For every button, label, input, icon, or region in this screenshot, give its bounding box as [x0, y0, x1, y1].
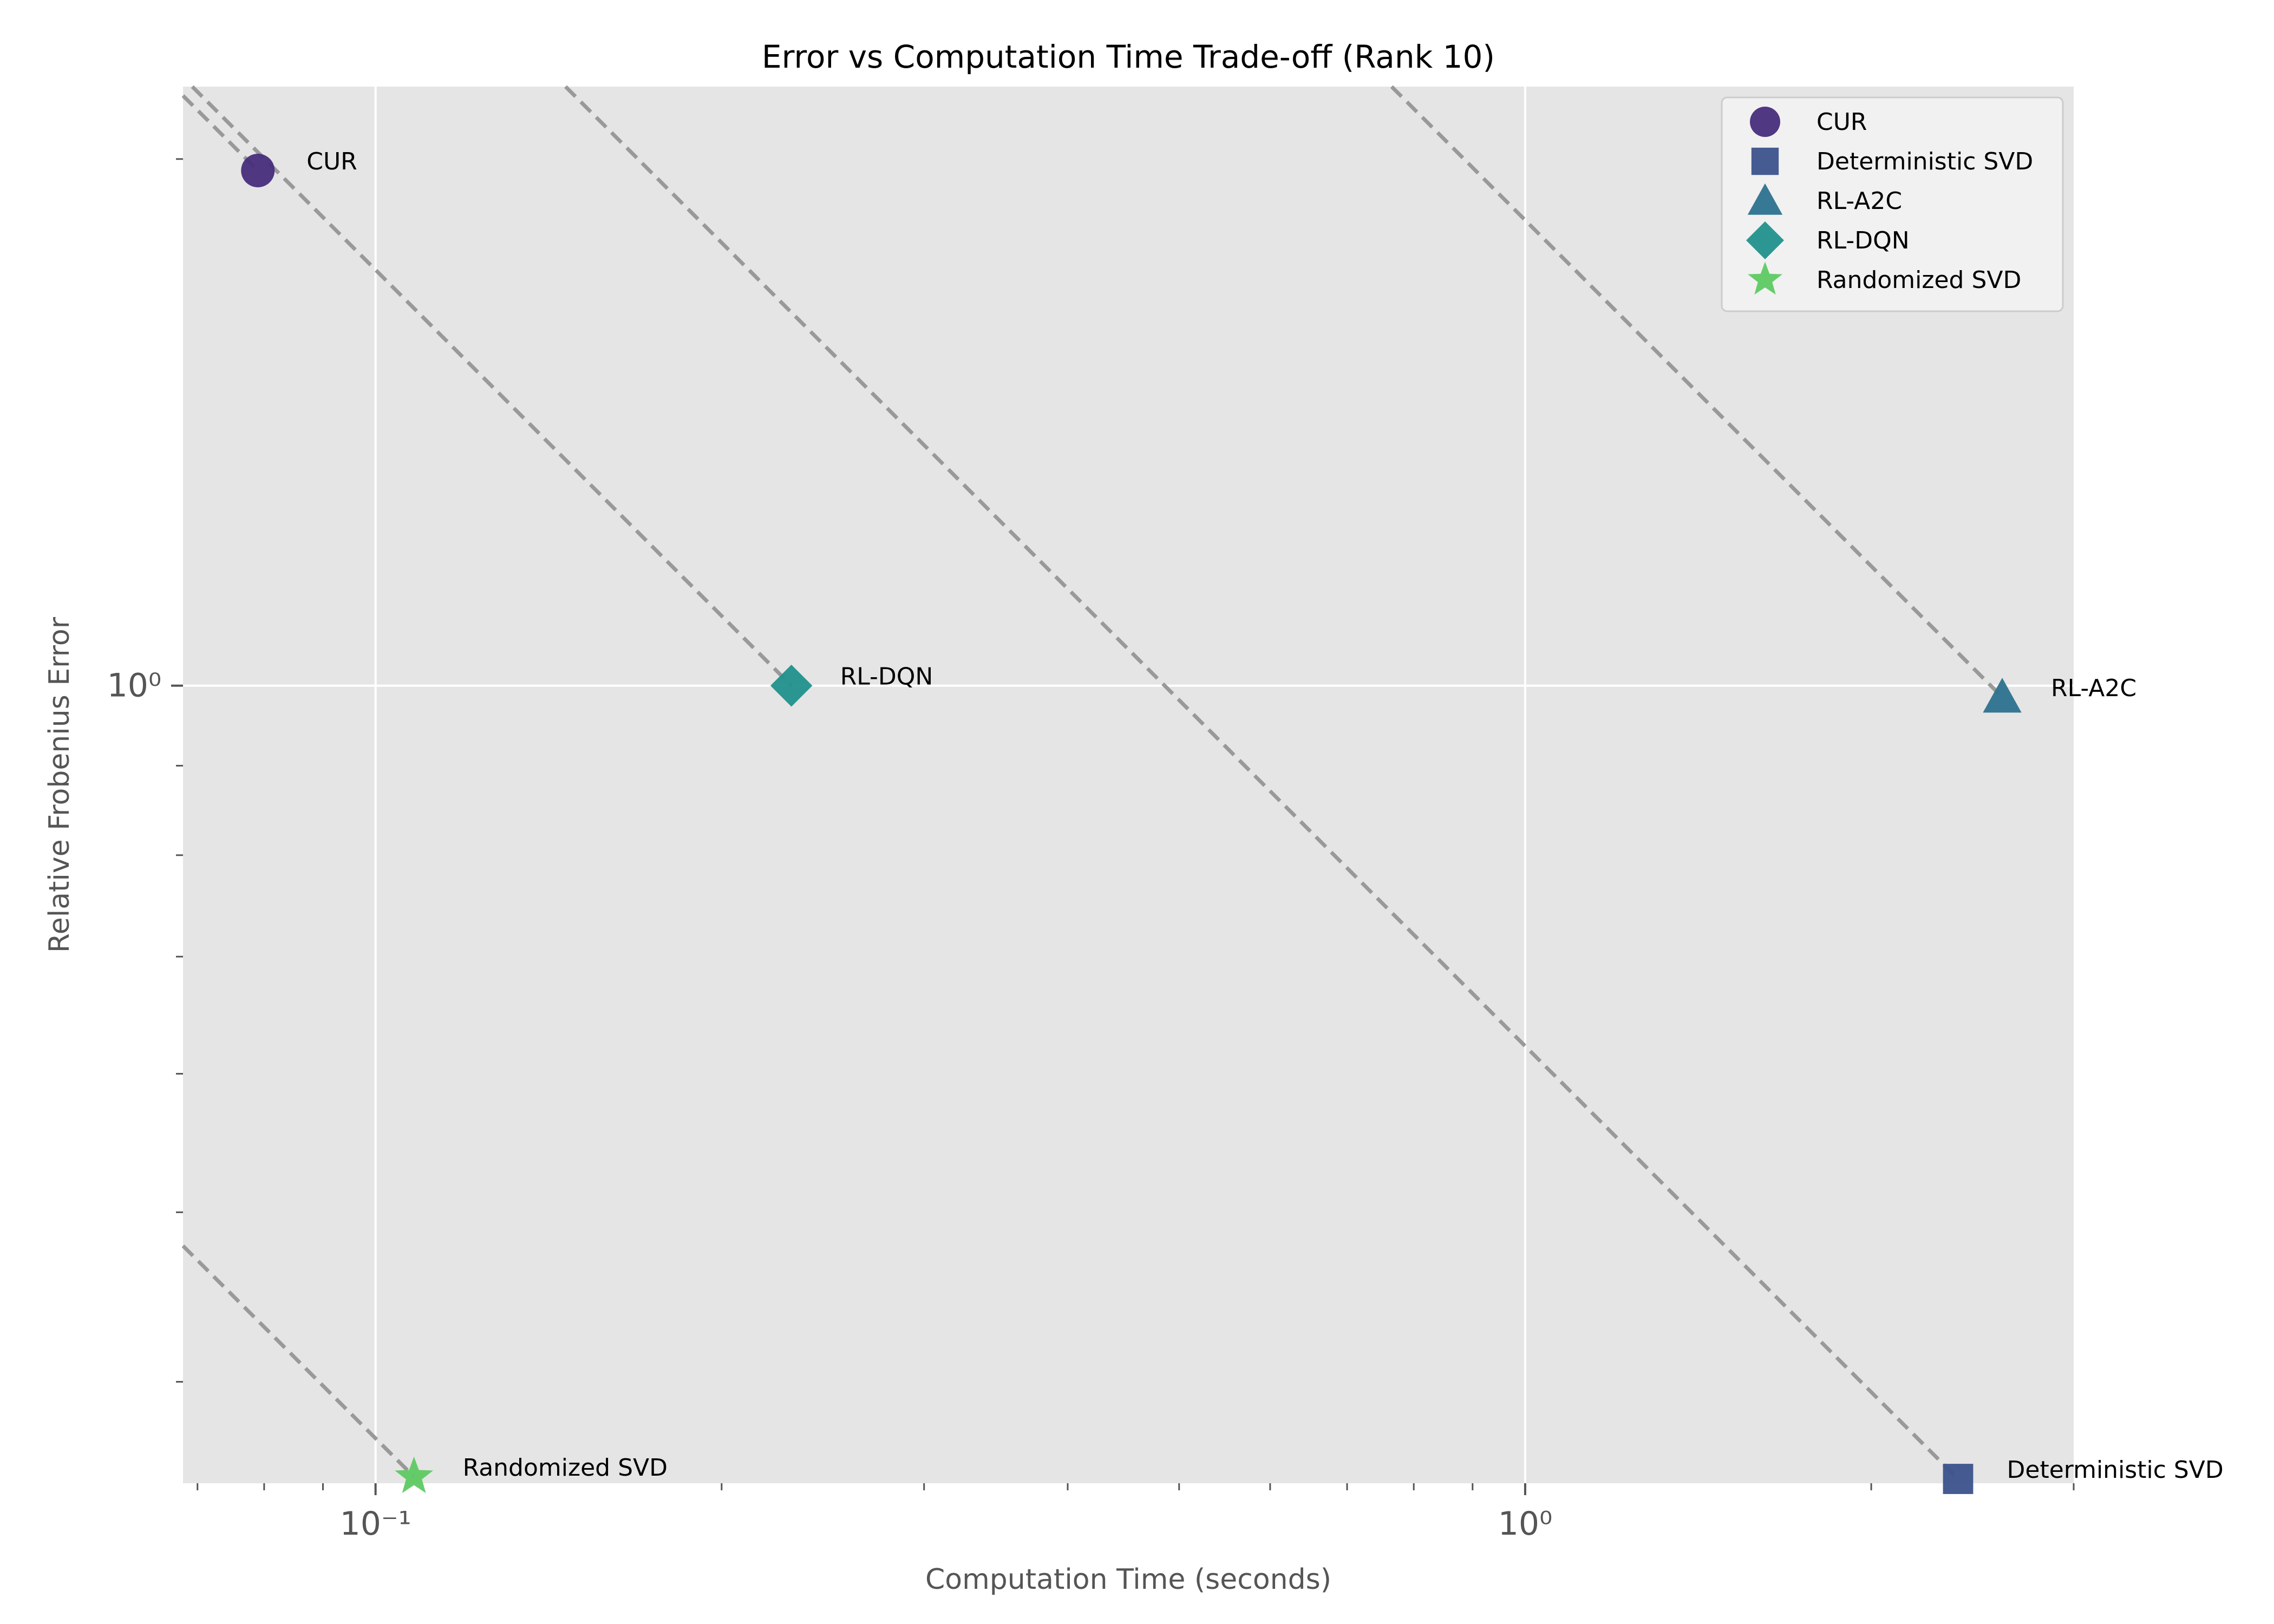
- trend-line: [181, 94, 259, 172]
- plot-area: [183, 87, 2074, 1483]
- legend: CUR Deterministic SVD RL-A2C RL-DQN Randomiz…: [1721, 96, 2064, 312]
- legend-marker-triangle: [1747, 183, 1783, 215]
- data-point-star: [395, 1456, 433, 1494]
- legend-marker-star: [1748, 261, 1782, 295]
- chart-title: Error vs Computation Time Trade-off (Ran…: [762, 38, 1495, 75]
- trend-line: [191, 85, 793, 687]
- legend-entry-label: Randomized SVD: [1816, 266, 2021, 294]
- axis-ticks: 10⁻¹ 10⁰ 10⁰: [107, 158, 2075, 1543]
- y-tick-label: 10⁰: [107, 667, 161, 705]
- data-point-triangle: [1983, 678, 2022, 713]
- trend-lines: [181, 85, 2004, 1481]
- x-tick-label: 10⁰: [1498, 1505, 1552, 1543]
- point-label: Randomized SVD: [463, 1454, 668, 1482]
- point-label: Deterministic SVD: [2007, 1456, 2224, 1484]
- data-point-square: [1943, 1464, 1974, 1494]
- x-axis-label: Computation Time (seconds): [925, 1563, 1331, 1596]
- point-label: RL-DQN: [840, 663, 933, 691]
- trend-line: [1390, 85, 2004, 699]
- trend-line: [181, 1244, 416, 1478]
- y-axis-label: Relative Frobenius Error: [43, 617, 76, 953]
- trend-line: [564, 85, 1959, 1481]
- legend-marker-diamond: [1746, 221, 1784, 259]
- point-label: RL-A2C: [2051, 675, 2136, 702]
- data-point-diamond: [770, 664, 813, 707]
- legend-entry-label: CUR: [1816, 108, 1867, 136]
- grid-lines: [183, 87, 2074, 1483]
- legend-entry-label: RL-DQN: [1816, 227, 1910, 254]
- data-point-circle: [241, 153, 275, 187]
- legend-box: [1721, 96, 2064, 312]
- legend-marker-circle: [1750, 107, 1780, 137]
- legend-entry-label: Deterministic SVD: [1816, 148, 2033, 175]
- point-label: CUR: [306, 148, 357, 175]
- x-tick-label: 10⁻¹: [340, 1505, 411, 1543]
- data-points: CUR Deterministic SVD RL-A2C RL-DQN Randomiz…: [241, 148, 2224, 1494]
- legend-entry-label: RL-A2C: [1816, 187, 1902, 215]
- legend-marker-square: [1751, 147, 1779, 175]
